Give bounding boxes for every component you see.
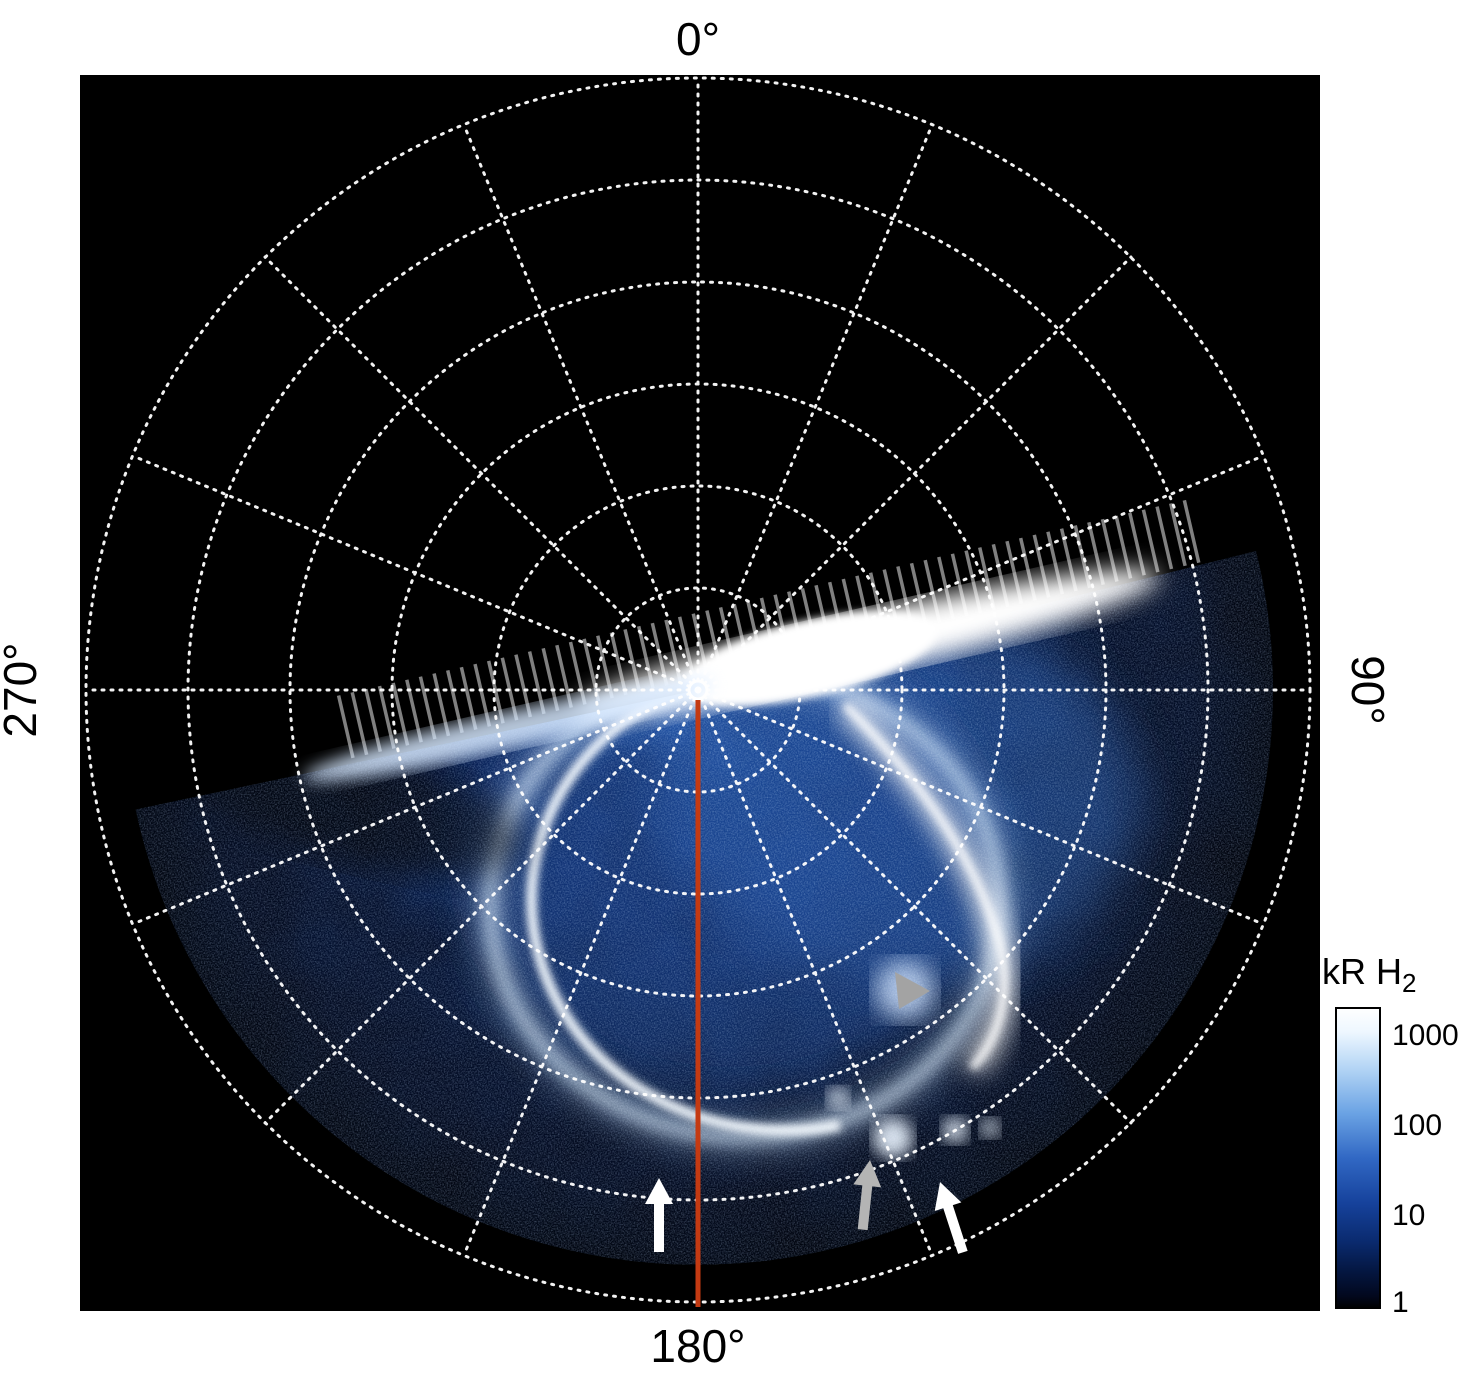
- angle-label-180: 180°: [650, 1320, 745, 1372]
- grid-ring: [492, 484, 904, 896]
- colorbar-ticks: 1000 100 10 1: [1392, 1019, 1459, 1319]
- annotation-arrows: [645, 972, 968, 1254]
- limb-band-hotspot: [682, 611, 937, 706]
- grid-spoke: [462, 123, 700, 692]
- grid-spoke: [696, 454, 1265, 692]
- gray-arrow-middle: [853, 1160, 882, 1231]
- grid-spoke: [263, 688, 700, 1125]
- grid-ring: [84, 76, 1312, 1304]
- colorbar-tick-10: 10: [1392, 1199, 1425, 1232]
- white-arrow-right: [934, 1182, 968, 1254]
- limb-comb-fringes: [335, 498, 1208, 759]
- grid-spoke: [696, 688, 934, 1257]
- pole-marker: [687, 679, 709, 701]
- grid-spoke: [131, 688, 700, 926]
- angle-label-90: 90°: [1342, 655, 1394, 725]
- colorbar-title-main: kR H: [1322, 951, 1402, 992]
- gray-arrowhead-right: [895, 972, 930, 1009]
- grid-spoke: [462, 688, 700, 1257]
- grid-spoke: [696, 255, 1133, 692]
- limb-bright-band: [303, 498, 1208, 781]
- polar-grid-spokes: [84, 76, 1312, 1304]
- grid-spoke: [696, 123, 934, 692]
- grid-spoke: [696, 688, 1265, 926]
- colorbar-title-sub: 2: [1402, 968, 1416, 998]
- colorbar-tick-1000: 1000: [1392, 1019, 1459, 1052]
- grid-spoke: [131, 454, 700, 692]
- limb-band-dusk-extension: [303, 679, 713, 781]
- colorbar-tick-1: 1: [1392, 1286, 1409, 1319]
- polar-grid: [84, 76, 1312, 1304]
- colorbar-gradient: [1335, 1007, 1381, 1309]
- angle-label-270: 270°: [0, 642, 46, 737]
- colorbar: kR H2 1000 100 10 1: [1322, 951, 1459, 1319]
- grid-spoke: [263, 255, 700, 692]
- white-arrow-left: [645, 1178, 673, 1252]
- colorbar-tick-100: 100: [1392, 1109, 1442, 1142]
- colorbar-title: kR H2: [1322, 951, 1416, 998]
- angle-labels: 0° 180° 270° 90°: [0, 13, 1394, 1372]
- grid-spoke: [696, 688, 1133, 1125]
- angle-label-0: 0°: [676, 13, 720, 65]
